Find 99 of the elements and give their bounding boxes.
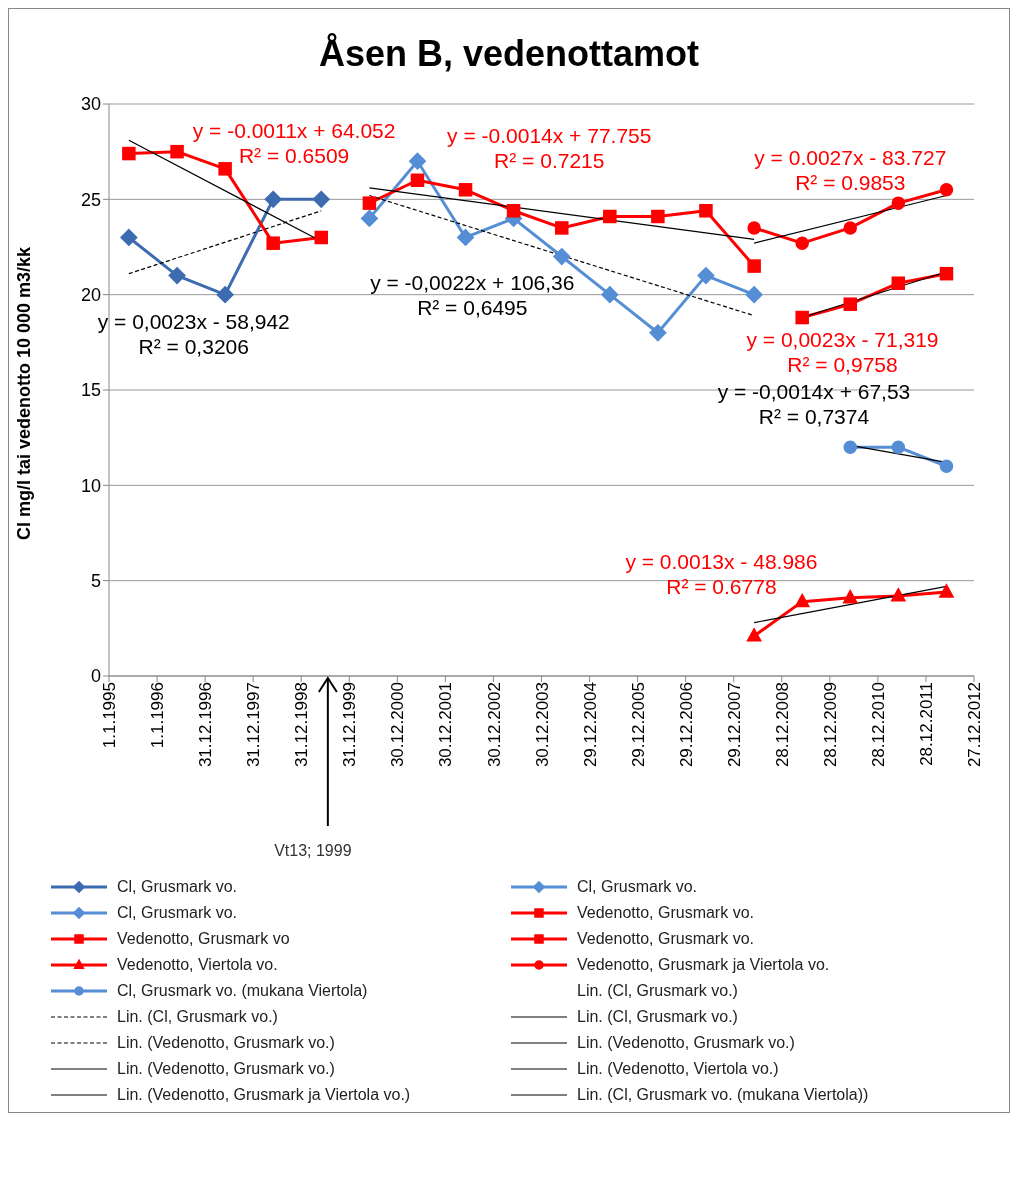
point (651, 209, 665, 224)
text: Lin. (Cl, Grusmark vo.) (577, 982, 738, 1000)
point (891, 196, 906, 210)
y-tick-label: 25 (80, 189, 101, 210)
legend-label: Lin. (Vedenotto, Grusmark vo.) (117, 1034, 335, 1052)
y-tick-label: 15 (80, 380, 101, 401)
point (360, 209, 378, 227)
point (747, 259, 761, 273)
legend-label: Lin. (Cl, Grusmark vo.) (117, 1008, 278, 1026)
point (506, 204, 521, 218)
x-tick-label: 31.12.1996 (196, 682, 216, 768)
point (939, 459, 954, 474)
point (747, 221, 761, 235)
legend-label: Lin. (Vedenotto, Grusmark vo.) (117, 1060, 335, 1078)
point (939, 183, 954, 197)
point (843, 440, 857, 454)
legend-label: Lin. (Cl, Grusmark vo.) (577, 1008, 738, 1026)
point (408, 152, 427, 170)
x-tick-label: 28.12.2008 (772, 682, 792, 768)
x-tick-label: 29.12.2006 (676, 682, 696, 768)
point (458, 183, 473, 197)
annotation: y = -0.0011x + 64.052 R² = 0.6509 (192, 118, 396, 167)
point (218, 162, 232, 176)
point (890, 587, 906, 602)
point (699, 204, 713, 218)
point (170, 144, 184, 159)
point (216, 286, 234, 304)
legend-label: Vedenotto, Grusmark vo. (577, 930, 754, 948)
x-tick-label: 31.12.1998 (292, 682, 312, 768)
x-tick-label: 30.12.2001 (436, 682, 456, 768)
legend-label: Lin. (Vedenotto, Viertola vo.) (577, 1060, 779, 1078)
legend-label: Cl, Grusmark vo. (577, 878, 698, 896)
x-tick-label: 31.12.1997 (244, 682, 264, 768)
x-tick-label: 28.12.2011 (917, 682, 937, 766)
point (842, 589, 858, 604)
x-tick-label: 29.12.2005 (628, 682, 648, 768)
y-tick-label: 30 (80, 94, 101, 115)
point (939, 584, 954, 598)
point (891, 276, 906, 290)
point (456, 228, 475, 247)
chart-title: Åsen B, vedenottamot (317, 32, 701, 76)
annotation: y = 0.0027x - 83.727 R² = 0.9853 (754, 145, 947, 194)
legend-label: Lin. (Vedenotto, Grusmark vo.) (577, 1034, 795, 1052)
point (795, 310, 809, 325)
point (120, 228, 138, 247)
y-axis-title: Cl mg/l tai vedenotto 10 000 m3/kk (14, 245, 35, 540)
x-tick-label: 29.12.2007 (724, 682, 744, 768)
x-tick-label: 30.12.2002 (484, 682, 504, 768)
x-tick-label: 28.12.2010 (868, 682, 888, 768)
point (312, 190, 330, 208)
point (843, 297, 857, 311)
point (122, 146, 136, 161)
point (410, 173, 425, 188)
annotation: y = 0,0023x - 71,319 R² = 0,9758 (746, 328, 939, 377)
y-tick-label: 10 (80, 475, 101, 496)
point (601, 286, 619, 304)
legend-label: Vedenotto, Grusmark vo (117, 930, 290, 948)
x-tick-label: 28.12.2009 (820, 682, 840, 768)
x-tick-label: 27.12.2012 (965, 682, 985, 768)
point (795, 236, 809, 250)
point (697, 267, 715, 285)
legend-label: Vedenotto, Grusmark ja Viertola vo. (577, 956, 830, 974)
point (266, 236, 280, 250)
y-tick-label: 0 (90, 666, 101, 687)
y-tick-label: 20 (80, 285, 101, 306)
point (939, 266, 954, 281)
text: Vt13; 1999 (274, 842, 352, 859)
point (794, 593, 810, 608)
point (168, 267, 186, 285)
x-tick-label: 31.12.1999 (340, 682, 360, 768)
point (555, 221, 569, 235)
x-tick-label: 1.1.1995 (100, 682, 120, 749)
point (891, 440, 906, 454)
legend-label: Cl, Grusmark vo. (mukana Viertola) (117, 982, 368, 1000)
annotation: y = 0,0023x - 58,942 R² = 0,3206 (97, 309, 290, 358)
legend-label: Lin. (Cl, Grusmark vo. (mukana Viertola)) (577, 1086, 869, 1104)
legend-label: Vedenotto, Viertola vo. (117, 956, 278, 974)
point (843, 221, 857, 235)
x-tick-label: 29.12.2004 (580, 682, 600, 768)
point (745, 286, 763, 304)
point (553, 247, 571, 266)
x-tick-label: 30.12.2000 (388, 682, 408, 768)
annotation: y = -0,0014x + 67,53 R² = 0,7374 (717, 379, 911, 428)
point (603, 209, 617, 224)
point (649, 324, 667, 342)
point (264, 190, 282, 208)
legend-label: Cl, Grusmark vo. (117, 878, 238, 896)
x-tick-label: 30.12.2003 (532, 682, 552, 768)
legend-label: Vedenotto, Grusmark vo. (577, 904, 754, 922)
annotation: y = -0,0022x + 106,36 R² = 0,6495 (370, 271, 575, 320)
point (314, 230, 328, 245)
legend-label: Cl, Grusmark vo. (117, 904, 238, 922)
annotation: y = -0.0014x + 77.755 R² = 0.7215 (447, 124, 652, 173)
point (362, 196, 377, 210)
x-tick-label: 1.1.1996 (148, 682, 168, 749)
y-tick-label: 5 (90, 571, 101, 592)
point (746, 628, 762, 642)
legend-label: Lin. (Vedenotto, Grusmark ja Viertola vo.) (117, 1086, 411, 1104)
annotation: y = 0.0013x - 48.986 R² = 0.6778 (625, 549, 818, 598)
